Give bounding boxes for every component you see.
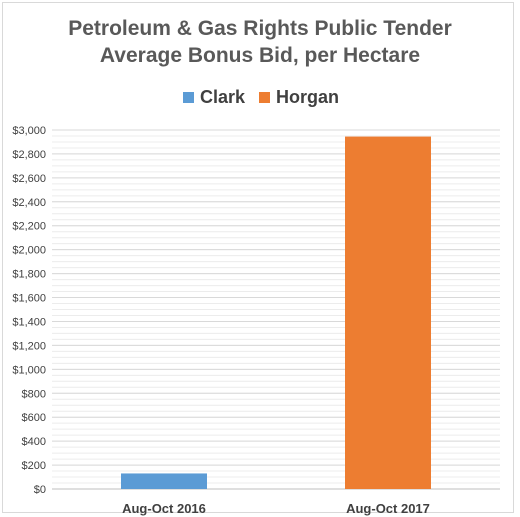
y-tick-label: $2,400 <box>12 197 46 209</box>
y-tick-label: $400 <box>22 436 46 448</box>
legend-swatch-horgan <box>259 92 270 103</box>
y-tick-label: $1,600 <box>12 293 46 305</box>
y-tick-label: $2,200 <box>12 221 46 233</box>
y-tick-label: $1,000 <box>12 364 46 376</box>
y-tick-label: $0 <box>34 484 46 496</box>
x-category-label: Aug-Oct 2017 <box>346 501 430 516</box>
legend-swatch-clark <box>183 92 194 103</box>
y-tick-label: $1,400 <box>12 316 46 328</box>
y-tick-label: $1,800 <box>12 269 46 281</box>
legend-label-clark: Clark <box>200 87 246 107</box>
y-tick-label: $3,000 <box>12 125 46 137</box>
y-tick-label: $2,800 <box>12 149 46 161</box>
chart-title-line-1: Petroleum & Gas Rights Public Tender <box>68 17 452 40</box>
bar-clark-0 <box>121 473 207 489</box>
legend-label-horgan: Horgan <box>276 87 339 107</box>
y-tick-label: $600 <box>22 412 46 424</box>
y-tick-label: $2,600 <box>12 173 46 185</box>
bar-horgan-1 <box>345 136 431 489</box>
y-tick-label: $800 <box>22 388 46 400</box>
y-tick-label: $2,000 <box>12 245 46 257</box>
x-category-label: Aug-Oct 2016 <box>122 501 206 516</box>
y-tick-label: $1,200 <box>12 340 46 352</box>
y-tick-label: $200 <box>22 460 46 472</box>
chart-title-line-2: Average Bonus Bid, per Hectare <box>99 44 421 67</box>
